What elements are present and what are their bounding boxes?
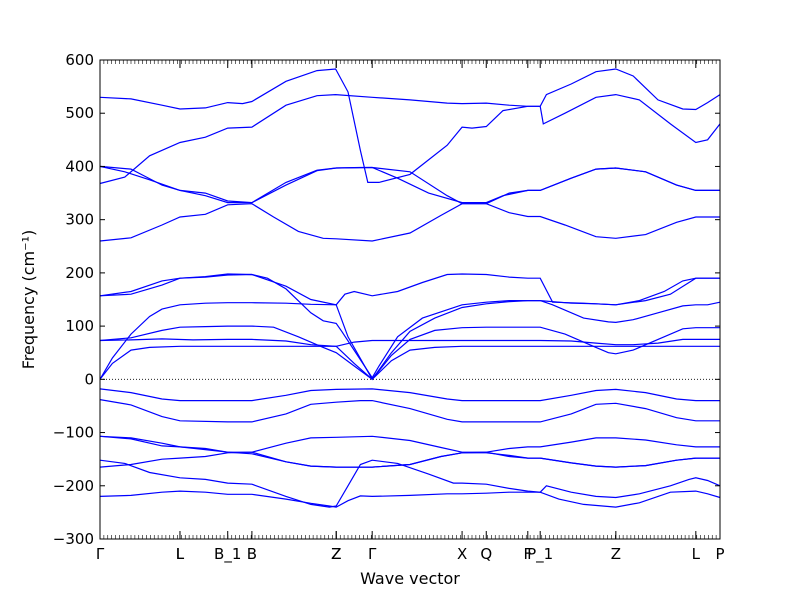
band-line-12 bbox=[99, 388, 720, 402]
x-axis-ticks: Γ LL B_1 B ZZ Γ X Q FP_1 Z L P bbox=[96, 60, 725, 564]
y-tick-label: 100 bbox=[65, 317, 94, 335]
x-tick-label: Q bbox=[480, 545, 492, 563]
band-line-16 bbox=[99, 451, 720, 468]
band-line-17 bbox=[99, 459, 721, 508]
y-tick-label: −300 bbox=[53, 530, 94, 548]
x-tick-label: P_1 bbox=[527, 545, 553, 564]
band-line-8 bbox=[99, 277, 720, 381]
y-tick-label: 600 bbox=[65, 51, 94, 69]
band-lines bbox=[99, 68, 721, 508]
band-line-9 bbox=[99, 325, 720, 381]
y-tick-label: 400 bbox=[65, 157, 94, 175]
plot-frame bbox=[99, 59, 721, 540]
x-tick-label: F bbox=[523, 545, 532, 563]
y-tick-label: 200 bbox=[65, 264, 94, 282]
x-tick-label: Z bbox=[611, 545, 621, 563]
x-tick-label: P bbox=[715, 545, 724, 563]
x-tick-label: Γ bbox=[96, 545, 105, 563]
x-tick-label: Γ bbox=[368, 545, 377, 563]
band-line-4 bbox=[99, 165, 720, 204]
x-minor-ticks bbox=[103, 60, 717, 539]
x-tick-label: Z bbox=[331, 545, 341, 563]
band-line-13 bbox=[99, 399, 720, 423]
band-line-7 bbox=[99, 273, 720, 306]
y-axis-ticks: −300 −200 −100 0 100 200 300 400 500 600 bbox=[53, 51, 720, 548]
y-tick-label: −200 bbox=[53, 477, 94, 495]
band-line-6 bbox=[99, 273, 721, 379]
band-line-11 bbox=[99, 345, 720, 381]
band-line-5 bbox=[99, 203, 720, 242]
x-tick-label: L bbox=[692, 545, 701, 563]
x-tick-label: L bbox=[176, 545, 185, 563]
x-tick-label: X bbox=[457, 545, 467, 563]
band-line-14 bbox=[99, 435, 720, 453]
y-tick-label: 500 bbox=[65, 104, 94, 122]
x-tick-label: Z bbox=[331, 545, 341, 563]
x-tick-label: B_1 bbox=[214, 545, 241, 564]
x-axis-label: Wave vector bbox=[360, 569, 460, 588]
band-line-18 bbox=[99, 490, 721, 508]
x-tick-label: B bbox=[247, 545, 257, 563]
x-tick-label: L bbox=[176, 545, 185, 563]
band-line-1 bbox=[99, 68, 721, 183]
y-axis-label: Frequency (cm⁻¹) bbox=[19, 230, 38, 369]
y-tick-label: 300 bbox=[65, 211, 94, 229]
band-line-10 bbox=[99, 338, 720, 347]
y-tick-label: 0 bbox=[84, 370, 94, 388]
y-tick-label: −100 bbox=[53, 424, 94, 442]
band-line-3 bbox=[99, 165, 720, 205]
band-line-2 bbox=[99, 93, 721, 185]
